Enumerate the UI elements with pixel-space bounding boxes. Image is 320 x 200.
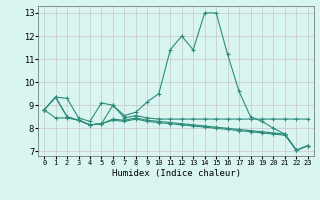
X-axis label: Humidex (Indice chaleur): Humidex (Indice chaleur) [111, 169, 241, 178]
